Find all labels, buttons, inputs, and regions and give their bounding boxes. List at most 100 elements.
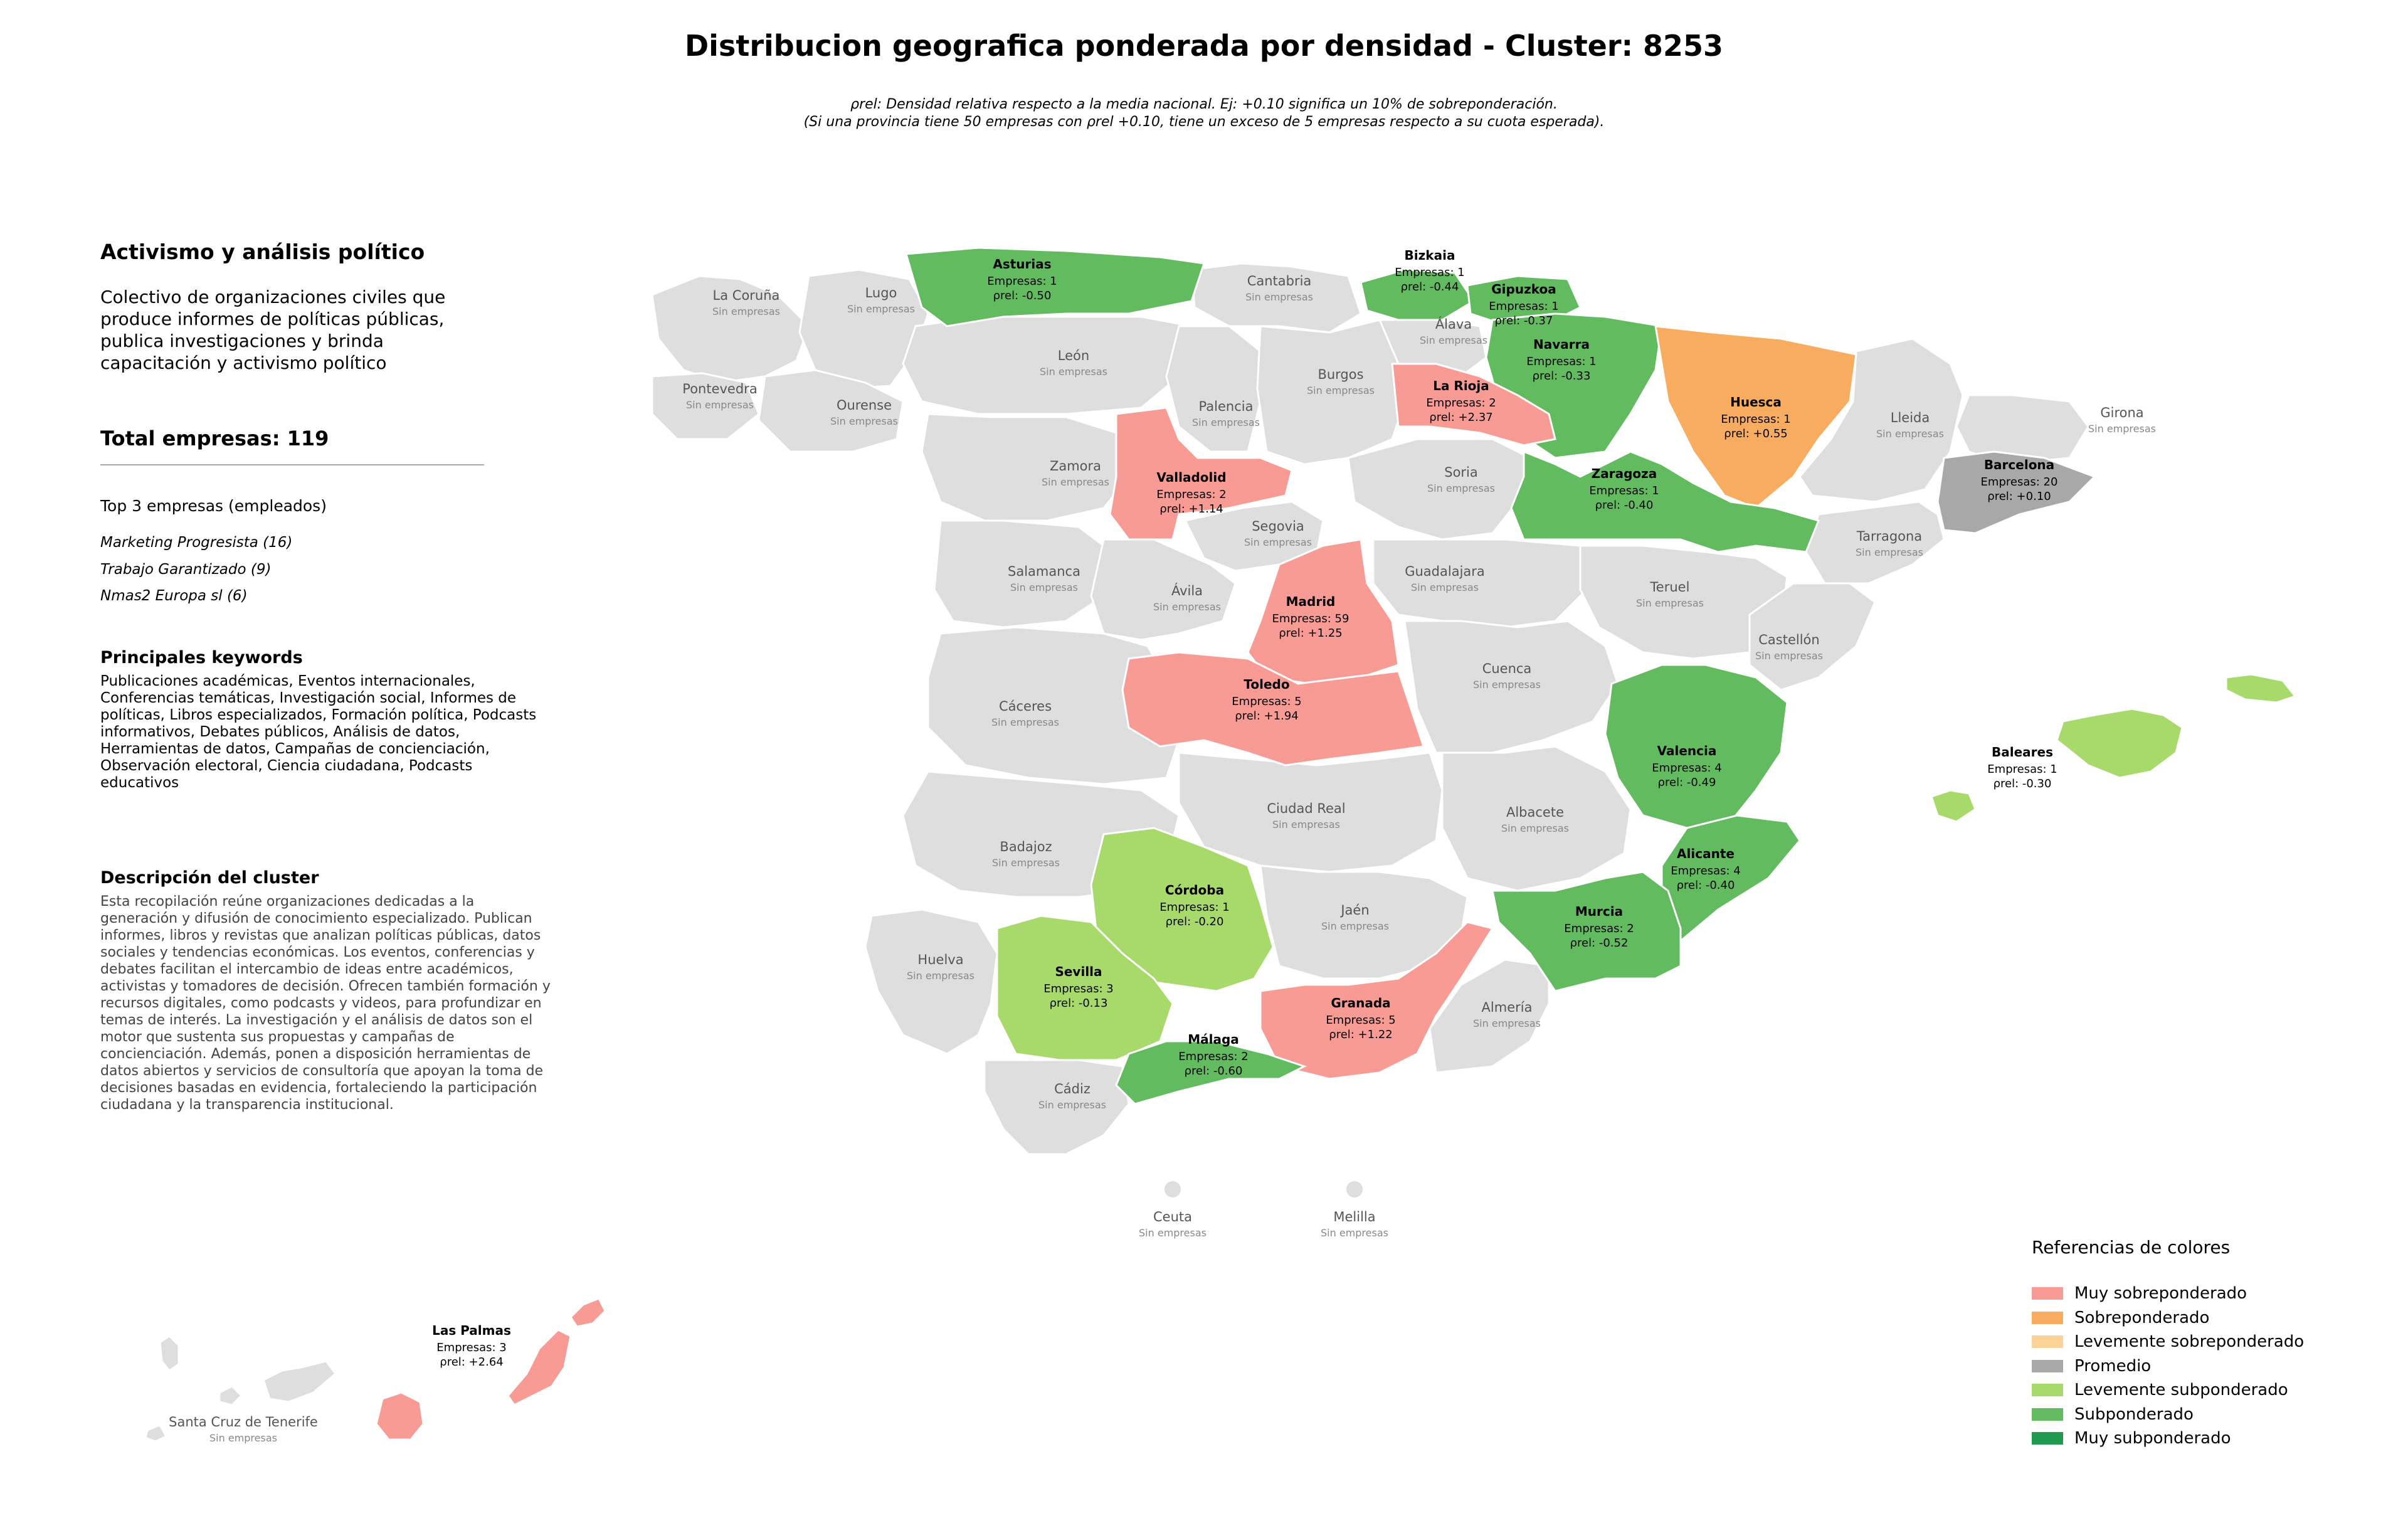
province-toledo bbox=[1121, 651, 1425, 767]
province-murcia bbox=[1491, 871, 1682, 992]
legend-label: Promedio bbox=[2074, 1356, 2152, 1376]
subtitle-line-1: ρrel: Densidad relativa respecto a la me… bbox=[850, 97, 1558, 112]
rho-sevilla: ρrel: -0.13 bbox=[1050, 997, 1108, 1010]
sin-empresas-ceuta: Sin empresas bbox=[1139, 1227, 1207, 1239]
top3-item: Marketing Progresista (16) bbox=[100, 534, 293, 551]
label-sevilla: Sevilla bbox=[1055, 964, 1102, 979]
rho-cordoba: ρrel: -0.20 bbox=[1166, 915, 1224, 928]
description-heading: Descripción del cluster bbox=[100, 868, 319, 888]
empresas-barcelona: Empresas: 20 bbox=[1981, 475, 2058, 489]
empresas-murcia: Empresas: 2 bbox=[1564, 922, 1634, 935]
label-valladolid: Valladolid bbox=[1156, 470, 1226, 485]
rho-baleares: ρrel: -0.30 bbox=[1993, 777, 2052, 790]
label-cuenca: Cuenca bbox=[1482, 661, 1532, 676]
legend-swatch bbox=[2032, 1384, 2063, 1397]
label-navarra: Navarra bbox=[1533, 337, 1590, 352]
label-alicante: Alicante bbox=[1677, 846, 1735, 861]
empresas-asturias: Empresas: 1 bbox=[987, 275, 1057, 288]
rho-murcia: ρrel: -0.52 bbox=[1570, 936, 1629, 950]
description-text: Esta recopilación reúne organizaciones d… bbox=[100, 894, 551, 1113]
label-granada: Granada bbox=[1331, 995, 1390, 1011]
label-soria: Soria bbox=[1444, 465, 1478, 480]
province-lleida bbox=[1798, 337, 1964, 503]
label-toledo: Toledo bbox=[1244, 677, 1289, 692]
sin-empresas-albacete: Sin empresas bbox=[1501, 822, 1569, 834]
label-cantabria: Cantabria bbox=[1247, 273, 1312, 289]
label-bizkaia: Bizkaia bbox=[1405, 248, 1455, 263]
sin-empresas-almeria: Sin empresas bbox=[1473, 1017, 1541, 1029]
rho-zaragoza: ρrel: -0.40 bbox=[1595, 499, 1654, 512]
province-baleares-menorca bbox=[2225, 673, 2297, 704]
label-la-coruna: La Coruña bbox=[713, 288, 780, 303]
label-malaga: Málaga bbox=[1188, 1032, 1239, 1047]
sin-empresas-burgos: Sin empresas bbox=[1307, 385, 1375, 396]
province-zamora bbox=[921, 413, 1130, 522]
rho-asturias: ρrel: -0.50 bbox=[993, 289, 1052, 302]
province-las-palmas-gc bbox=[375, 1391, 425, 1441]
province-sevilla bbox=[996, 915, 1174, 1061]
sin-empresas-castellon: Sin empresas bbox=[1755, 650, 1823, 662]
keywords-heading: Principales keywords bbox=[100, 648, 303, 667]
sin-empresas-alava: Sin empresas bbox=[1420, 334, 1487, 346]
empresas-baleares: Empresas: 1 bbox=[1987, 763, 2057, 776]
sin-empresas-palencia: Sin empresas bbox=[1192, 416, 1260, 428]
province-valencia bbox=[1604, 664, 1788, 829]
empresas-malaga: Empresas: 2 bbox=[1178, 1050, 1248, 1063]
legend-item: Levemente sobreponderado bbox=[2032, 1330, 2383, 1354]
total-companies: Total empresas: 119 bbox=[100, 427, 329, 450]
label-tarragona: Tarragona bbox=[1856, 529, 1922, 544]
province-cuenca bbox=[1403, 620, 1619, 754]
color-legend: Referencias de colores Muy sobreponderad… bbox=[2032, 1237, 2383, 1451]
empresas-la-rioja: Empresas: 2 bbox=[1426, 396, 1496, 410]
sin-empresas-cantabria: Sin empresas bbox=[1245, 291, 1313, 303]
empresas-las-palmas: Empresas: 3 bbox=[436, 1341, 506, 1354]
map-shapes bbox=[144, 247, 2297, 1443]
label-asturias: Asturias bbox=[993, 257, 1051, 272]
sin-empresas-cadiz: Sin empresas bbox=[1038, 1099, 1106, 1111]
empresas-cordoba: Empresas: 1 bbox=[1159, 901, 1229, 914]
province-asturias bbox=[905, 247, 1205, 327]
label-lugo: Lugo bbox=[865, 285, 897, 300]
legend-item: Promedio bbox=[2032, 1354, 2383, 1379]
province-las-palmas-fv bbox=[507, 1329, 572, 1406]
rho-navarra: ρrel: -0.33 bbox=[1533, 369, 1591, 383]
label-murcia: Murcia bbox=[1575, 904, 1623, 919]
empresas-sevilla: Empresas: 3 bbox=[1043, 982, 1113, 995]
province-alicante bbox=[1661, 814, 1801, 943]
legend-swatch bbox=[2032, 1311, 2063, 1324]
rho-malaga: ρrel: -0.60 bbox=[1185, 1064, 1243, 1078]
province-baleares-mallorca bbox=[2056, 708, 2184, 779]
province-tenerife bbox=[262, 1360, 337, 1403]
legend-label: Subponderado bbox=[2074, 1404, 2194, 1424]
province-castellon bbox=[1748, 582, 1876, 691]
sin-empresas-melilla: Sin empresas bbox=[1321, 1227, 1388, 1239]
empresas-gipuzkoa: Empresas: 1 bbox=[1489, 300, 1558, 313]
province-leon bbox=[902, 316, 1193, 415]
province-cantabria bbox=[1190, 262, 1362, 334]
empresas-alicante: Empresas: 4 bbox=[1671, 864, 1740, 878]
label-ceuta: Ceuta bbox=[1153, 1209, 1192, 1224]
label-caceres: Cáceres bbox=[999, 699, 1052, 714]
province-girona bbox=[1955, 394, 2089, 465]
label-castellon: Castellón bbox=[1758, 632, 1819, 647]
sin-empresas-ourense: Sin empresas bbox=[830, 415, 898, 427]
sin-empresas-la-coruna: Sin empresas bbox=[712, 305, 780, 317]
empresas-zaragoza: Empresas: 1 bbox=[1589, 484, 1659, 497]
sin-empresas-badajoz: Sin empresas bbox=[992, 857, 1060, 869]
top3-item: Nmas2 Europa sl (6) bbox=[100, 588, 248, 604]
legend-item: Muy sobreponderado bbox=[2032, 1281, 2383, 1306]
label-gipuzkoa: Gipuzkoa bbox=[1491, 282, 1556, 297]
empresas-granada: Empresas: 5 bbox=[1326, 1014, 1395, 1027]
legend-label: Sobreponderado bbox=[2074, 1308, 2210, 1327]
empresas-bizkaia: Empresas: 1 bbox=[1395, 266, 1464, 279]
label-valencia: Valencia bbox=[1657, 743, 1717, 758]
label-albacete: Albacete bbox=[1506, 805, 1564, 820]
legend-item: Muy subponderado bbox=[2032, 1426, 2383, 1451]
label-salamanca: Salamanca bbox=[1008, 564, 1080, 579]
label-barcelona: Barcelona bbox=[1984, 457, 2054, 472]
label-la-rioja: La Rioja bbox=[1433, 378, 1489, 393]
rho-gipuzkoa: ρrel: -0.37 bbox=[1495, 314, 1553, 327]
sin-empresas-zamora: Sin empresas bbox=[1042, 476, 1109, 488]
label-segovia: Segovia bbox=[1252, 519, 1304, 534]
rho-las-palmas: ρrel: +2.64 bbox=[440, 1356, 503, 1369]
